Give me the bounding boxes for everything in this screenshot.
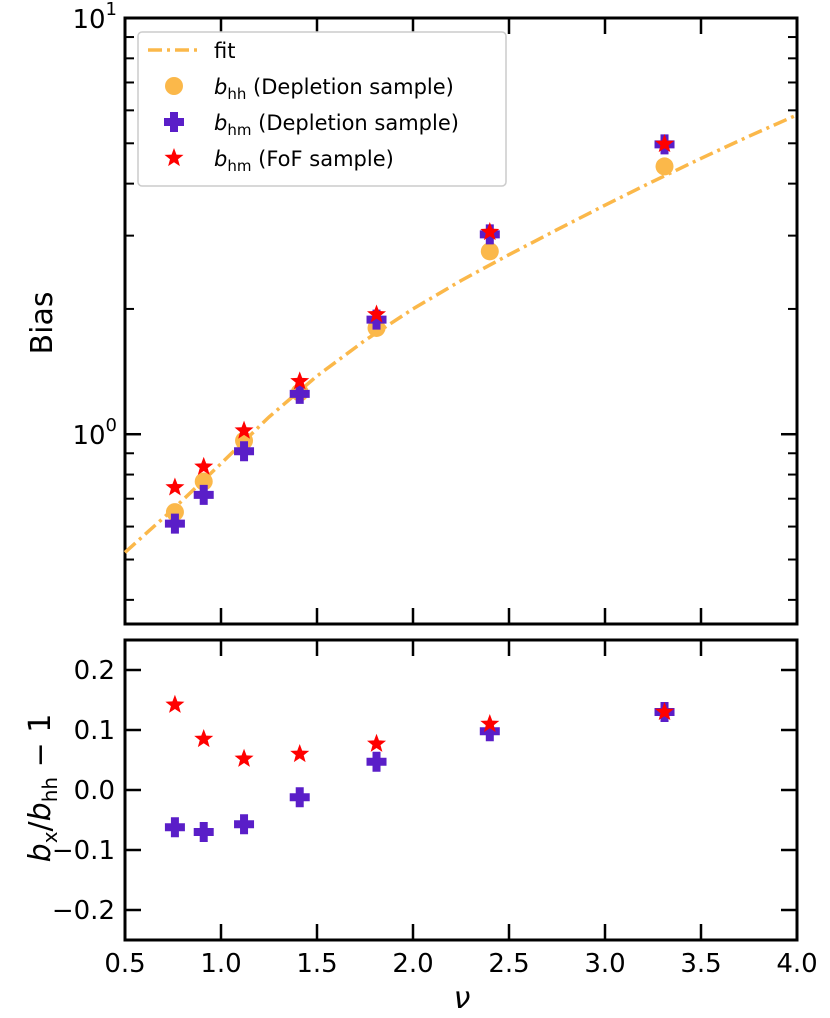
residual-point-bhm_dep bbox=[164, 817, 185, 838]
residual-point-bhm_dep bbox=[289, 787, 310, 808]
tick-exponent: 1 bbox=[106, 0, 117, 20]
ylabel-suffix: − 1 bbox=[23, 714, 58, 777]
tick-base: 10 bbox=[72, 5, 105, 35]
legend-subscript: hh bbox=[227, 85, 246, 103]
tick-exponent: 0 bbox=[106, 415, 117, 436]
ylabel-sym1: b bbox=[23, 843, 58, 862]
bottom-y-tick-label: 0.1 bbox=[74, 716, 115, 746]
bottom-plot-frame bbox=[123, 638, 799, 942]
bottom-y-tick-label: 0.0 bbox=[74, 776, 115, 806]
legend-subscript: hm bbox=[227, 121, 251, 139]
point-bhm_fof bbox=[290, 371, 310, 390]
point-bhh bbox=[194, 472, 213, 491]
residual-point-bhm_fof bbox=[234, 748, 254, 767]
point-bhm_fof bbox=[367, 304, 387, 323]
top-y-tick-label: 100 bbox=[72, 415, 117, 451]
legend-bhm_fof-swatch bbox=[164, 148, 184, 167]
point-bhm_dep bbox=[164, 513, 185, 534]
legend-suffix: (Depletion sample) bbox=[251, 111, 459, 135]
legend-symbol: b bbox=[214, 147, 227, 171]
point-bhm_dep bbox=[193, 484, 214, 505]
bottom-y-tick-label: −0.2 bbox=[52, 896, 115, 926]
residual-point-bhm_dep bbox=[366, 751, 387, 772]
legend-suffix: (FoF sample) bbox=[251, 147, 393, 171]
point-bhm_fof bbox=[480, 222, 500, 241]
residual-point-bhm_fof bbox=[290, 744, 310, 763]
legend-bhm_dep-swatch bbox=[164, 112, 184, 132]
point-bhm_fof bbox=[234, 420, 254, 439]
residual-point-bhm_fof bbox=[367, 733, 387, 752]
x-tick-label: 3.0 bbox=[584, 949, 625, 979]
residual-point-bhm_dep bbox=[479, 721, 500, 742]
point-bhm_fof bbox=[165, 477, 185, 496]
point-bhm_dep bbox=[289, 383, 310, 404]
residual-point-bhm_fof bbox=[655, 702, 675, 721]
fit-line bbox=[123, 113, 798, 554]
legend-subscript: hm bbox=[227, 157, 251, 175]
legend-symbol: b bbox=[214, 111, 227, 135]
x-axis-label: ν bbox=[454, 981, 471, 1016]
legend-bhh-swatch bbox=[165, 77, 183, 95]
bottom-y-axis-label: bx/bhh − 1 bbox=[23, 714, 62, 863]
bottom-y-tick-label: −0.1 bbox=[52, 836, 115, 866]
residual-point-bhm_fof bbox=[480, 714, 500, 733]
x-tick-label: 2.5 bbox=[488, 949, 529, 979]
legend-bhm_fof-label: bhm (FoF sample) bbox=[214, 147, 394, 175]
legend-suffix: (Depletion sample) bbox=[246, 75, 454, 99]
x-tick-label: 0.5 bbox=[104, 949, 145, 979]
x-tick-label: 1.5 bbox=[296, 949, 337, 979]
ylabel-sub1: x bbox=[38, 831, 62, 843]
x-tick-label: 2.0 bbox=[392, 949, 433, 979]
top-y-axis-label: Bias bbox=[25, 292, 60, 355]
point-bhh bbox=[480, 242, 499, 261]
residual-point-bhm_dep bbox=[193, 822, 214, 842]
legend-symbol: b bbox=[214, 75, 227, 99]
point-bhm_dep bbox=[366, 309, 387, 330]
legend-frame bbox=[137, 31, 507, 187]
ylabel-mid: / bbox=[23, 820, 58, 831]
x-tick-label: 3.5 bbox=[680, 949, 721, 979]
ylabel-sym2: b bbox=[23, 802, 58, 821]
x-tick-label: 4.0 bbox=[776, 949, 817, 979]
tick-base: 10 bbox=[72, 421, 105, 451]
residual-point-bhm_fof bbox=[165, 694, 185, 713]
top-y-tick-label: 101 bbox=[72, 0, 117, 35]
legend-fit-label: fit bbox=[214, 39, 235, 63]
residual-point-bhm_fof bbox=[194, 729, 214, 748]
residual-point-bhm_dep bbox=[234, 814, 255, 835]
point-bhm_dep bbox=[234, 441, 255, 462]
point-bhh bbox=[655, 157, 674, 176]
point-bhm_fof bbox=[194, 456, 214, 475]
ylabel-sub2: hh bbox=[38, 777, 62, 802]
point-bhh bbox=[165, 503, 184, 522]
x-tick-label: 1.0 bbox=[200, 949, 241, 979]
bottom-panel: −0.2 −0.1 0.0 0.1 0.2 0.5 1.0 1.5 2.0 2.5 3.0 3.5 4.… bbox=[52, 638, 818, 979]
point-bhm_fof bbox=[655, 134, 675, 153]
legend-bhm_dep-label: bhm (Depletion sample) bbox=[214, 111, 459, 139]
top-plot-frame bbox=[123, 16, 799, 626]
legend-bhh-label: bhh (Depletion sample) bbox=[214, 75, 454, 103]
bottom-y-tick-label: 0.2 bbox=[74, 656, 115, 686]
